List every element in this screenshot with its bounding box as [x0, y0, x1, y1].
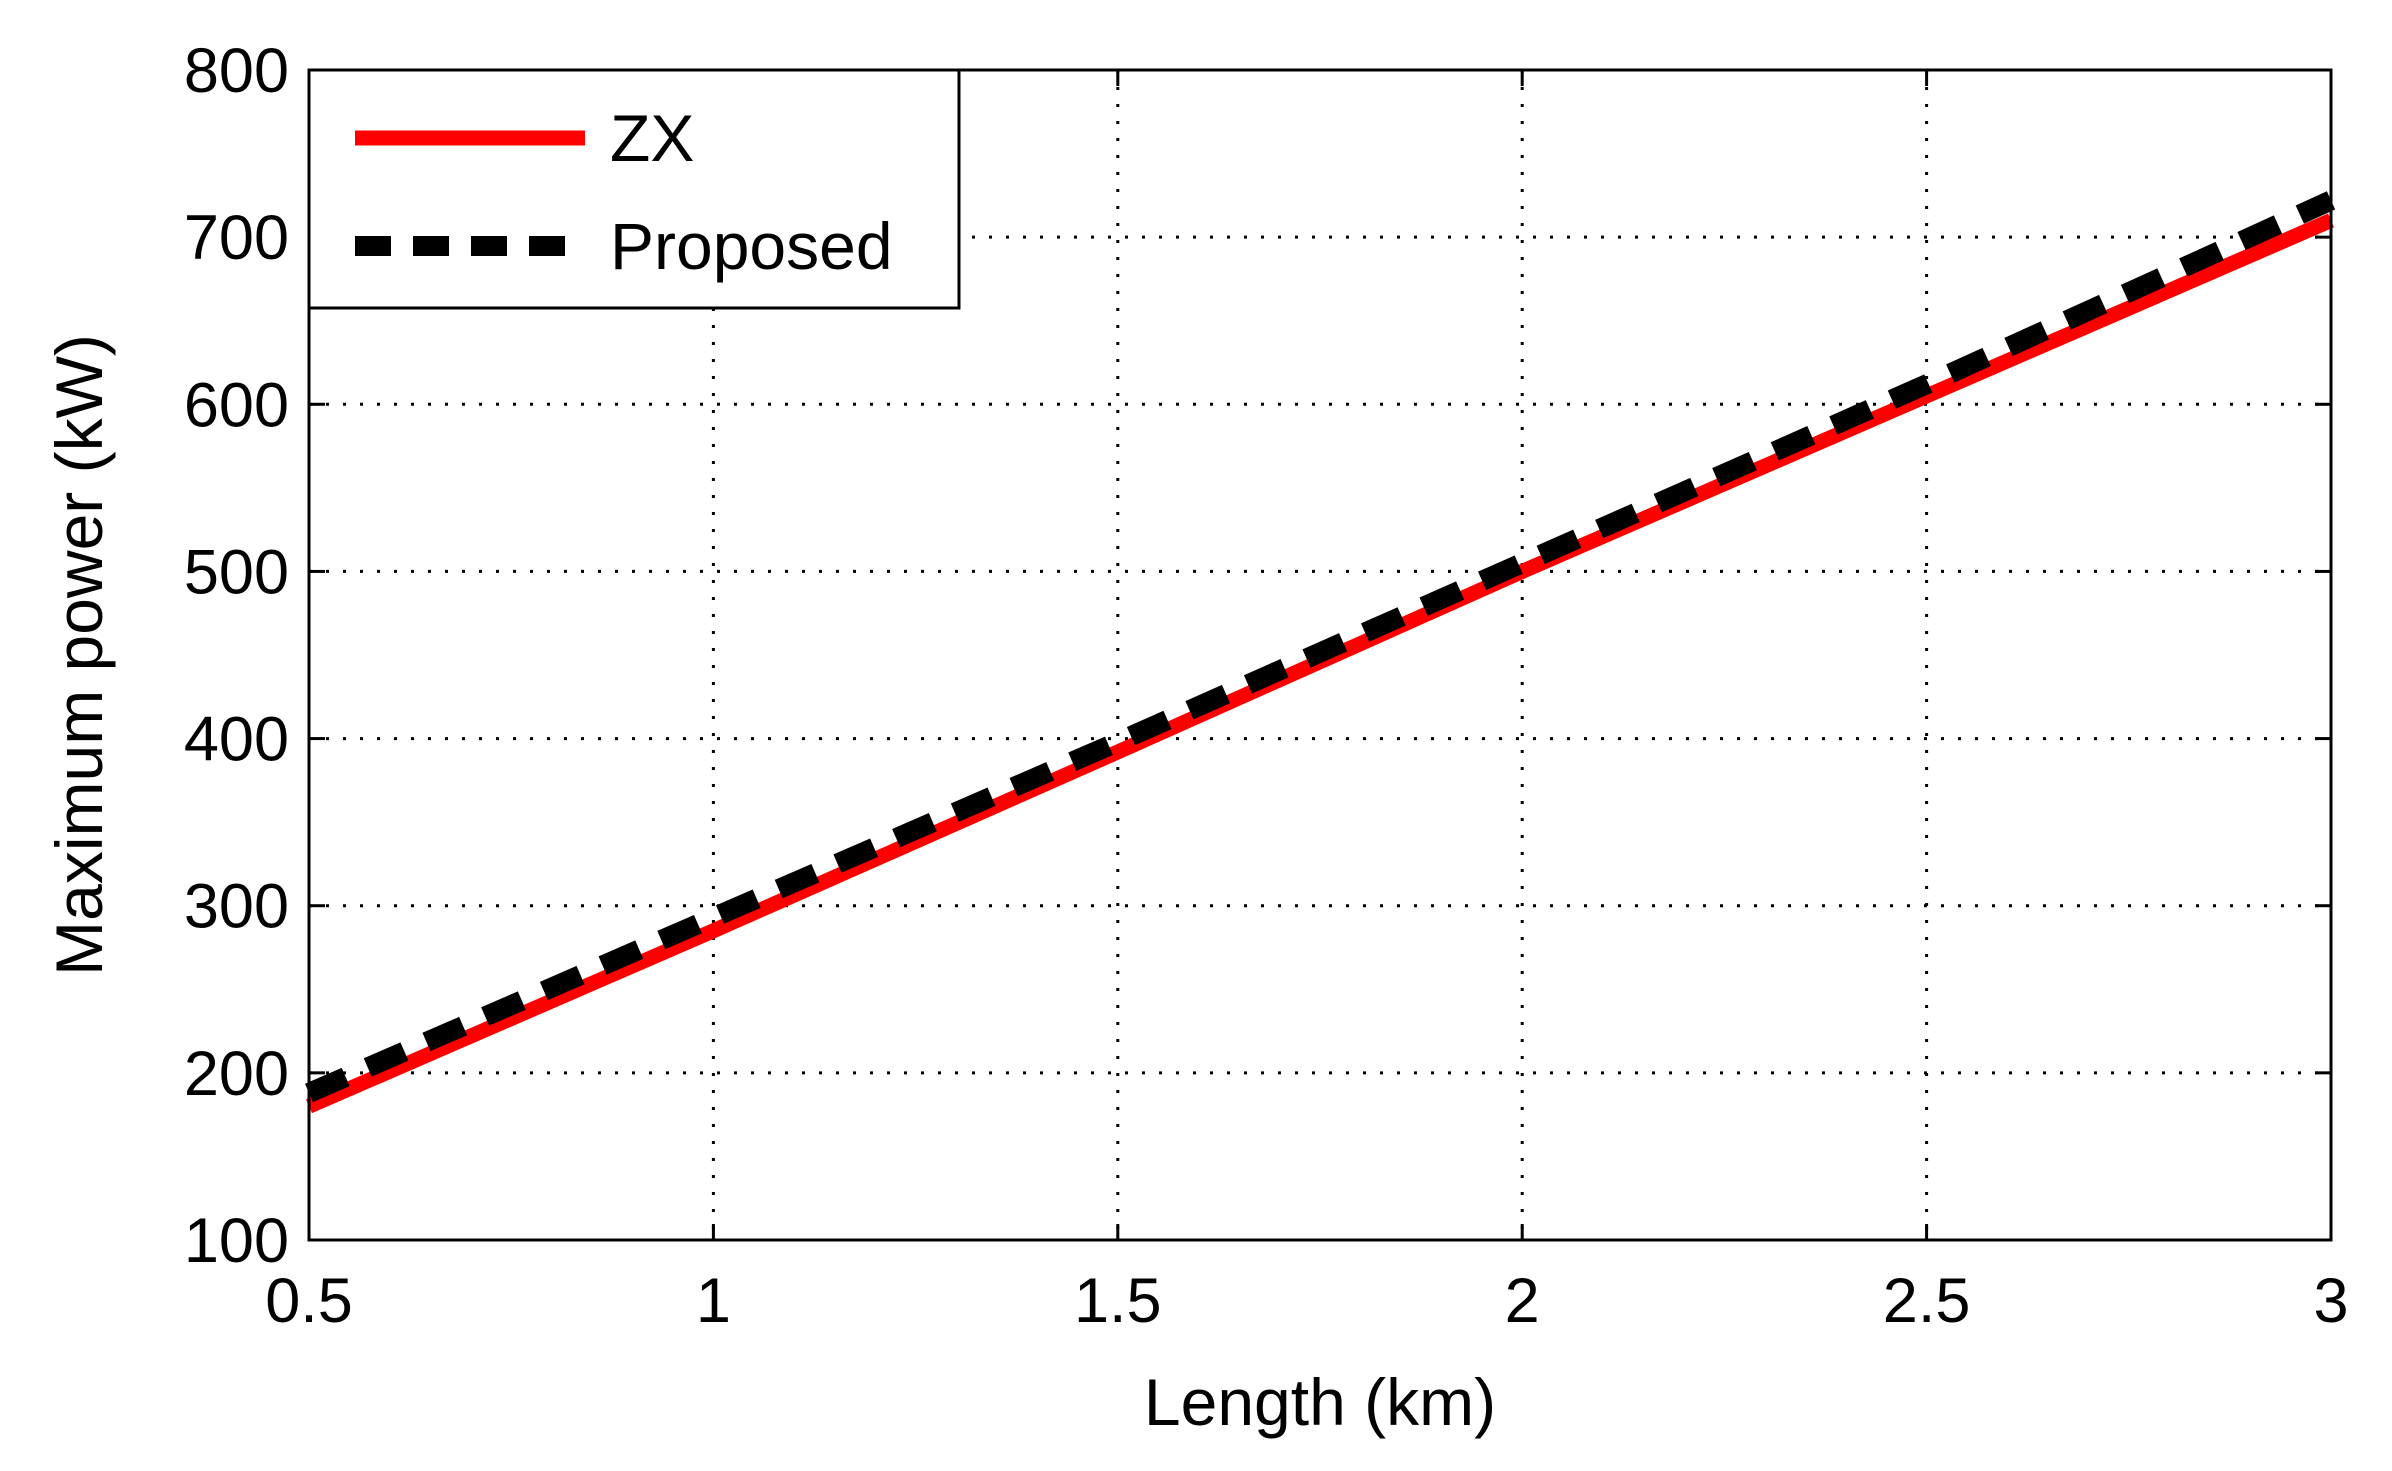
y-tick-label: 300	[184, 872, 289, 942]
x-tick-label: 2	[1505, 1266, 1540, 1336]
data-series	[305, 191, 2336, 1114]
y-tick-label: 400	[184, 705, 289, 775]
series-line-proposed	[305, 191, 2336, 1103]
y-tick-label: 200	[184, 1039, 289, 1109]
legend: ZX Proposed	[307, 68, 961, 310]
y-tick-label: 800	[184, 36, 289, 106]
x-tick-label: 0.5	[265, 1266, 353, 1336]
y-axis-title: Maximum power (kW)	[42, 334, 116, 976]
y-tick-label: 600	[184, 370, 289, 440]
legend-box	[307, 68, 961, 310]
legend-label-zx: ZX	[610, 101, 694, 175]
x-tick-label: 2.5	[1883, 1266, 1971, 1336]
y-tick-label: 500	[184, 537, 289, 607]
grid-lines	[309, 70, 2331, 1240]
x-tick-label: 1	[696, 1266, 731, 1336]
y-axis-tick-labels: 100 200 300 400 500 600 700 800	[184, 36, 289, 1276]
legend-label-proposed: Proposed	[610, 209, 893, 283]
x-axis-title: Length (km)	[1144, 1365, 1496, 1439]
y-tick-label: 700	[184, 203, 289, 273]
x-tick-label: 1.5	[1074, 1266, 1162, 1336]
plot-area-frame	[307, 68, 2333, 1242]
x-axis-tick-labels: 0.5 1 1.5 2 2.5 3	[265, 1266, 2348, 1336]
x-tick-label: 3	[2313, 1266, 2348, 1336]
y-tick-label: 100	[184, 1206, 289, 1276]
